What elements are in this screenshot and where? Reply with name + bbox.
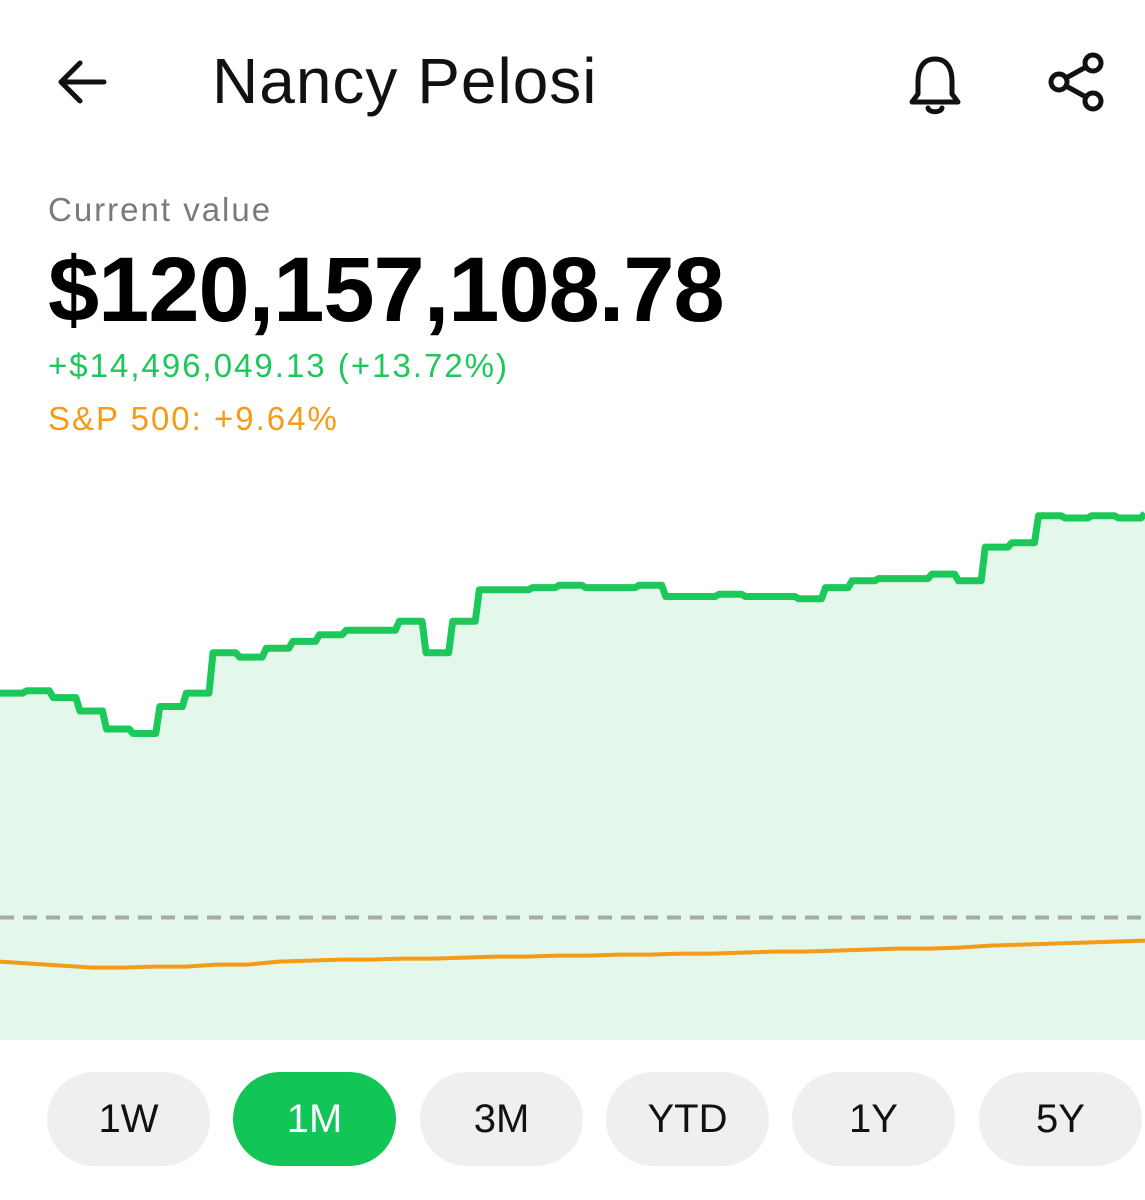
bell-icon bbox=[909, 56, 961, 115]
benchmark-change: S&P 500: +9.64% bbox=[48, 400, 339, 437]
benchmark-line bbox=[0, 938, 1145, 970]
share-button[interactable] bbox=[1042, 48, 1112, 118]
range-pill-1y[interactable]: 1Y bbox=[792, 1072, 955, 1166]
value-change: +$14,496,049.13 (+13.72%) bbox=[48, 347, 510, 384]
performance-chart bbox=[0, 480, 1145, 1040]
range-pill-1w[interactable]: 1W bbox=[47, 1072, 210, 1166]
share-icon bbox=[1048, 52, 1104, 112]
portfolio-area bbox=[0, 513, 1145, 1040]
range-pill-3m[interactable]: 3M bbox=[420, 1072, 583, 1166]
chart-canvas bbox=[0, 511, 1145, 1040]
portfolio-line bbox=[0, 511, 1145, 737]
current-value: $120,157,108.78 bbox=[48, 239, 725, 341]
alert-button[interactable] bbox=[900, 50, 970, 120]
arrow-left-icon bbox=[58, 60, 107, 104]
page-title: Nancy Pelosi bbox=[212, 45, 598, 117]
current-value-label: Current value bbox=[48, 191, 273, 228]
portfolio-summary: Current value $120,157,108.78 +$14,496,0… bbox=[48, 188, 1108, 441]
range-pill-1m[interactable]: 1M bbox=[233, 1072, 396, 1166]
range-pill-ytd[interactable]: YTD bbox=[606, 1072, 769, 1166]
top-bar: Nancy Pelosi bbox=[0, 0, 1145, 170]
back-button[interactable] bbox=[50, 50, 114, 114]
range-selector: 1W 1M 3M YTD 1Y 5Y bbox=[0, 1072, 1145, 1166]
range-pill-5y[interactable]: 5Y bbox=[979, 1072, 1142, 1166]
